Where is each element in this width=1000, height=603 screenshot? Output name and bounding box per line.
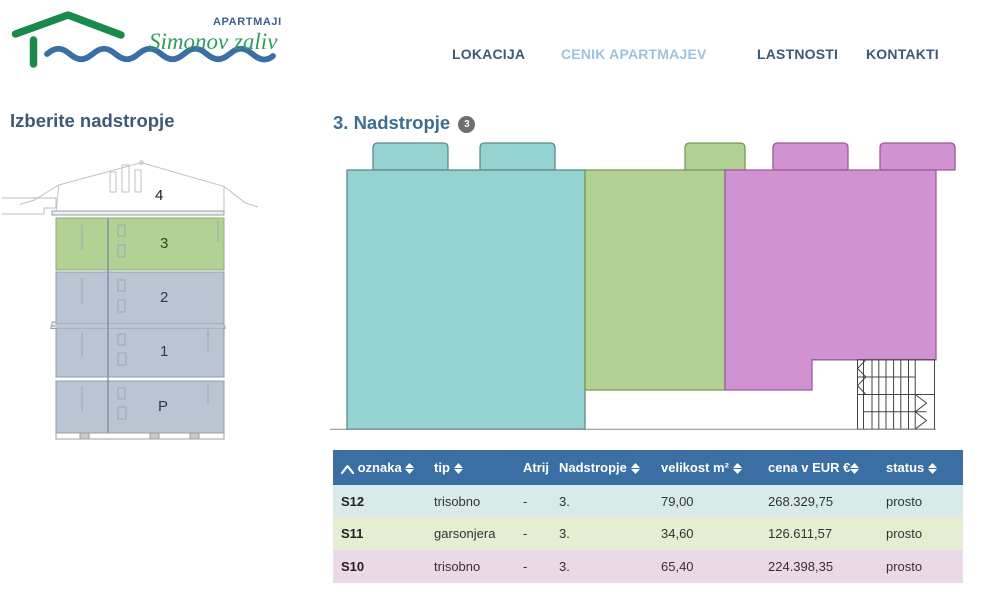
svg-text:3: 3 [160,235,168,252]
svg-text:P: P [158,398,168,415]
svg-text:Simonov zaliv: Simonov zaliv [149,29,278,54]
svg-text:APARTMAJI: APARTMAJI [213,16,282,28]
svg-text:4: 4 [155,187,163,204]
svg-text:1: 1 [160,343,168,360]
svg-text:2: 2 [160,289,168,306]
